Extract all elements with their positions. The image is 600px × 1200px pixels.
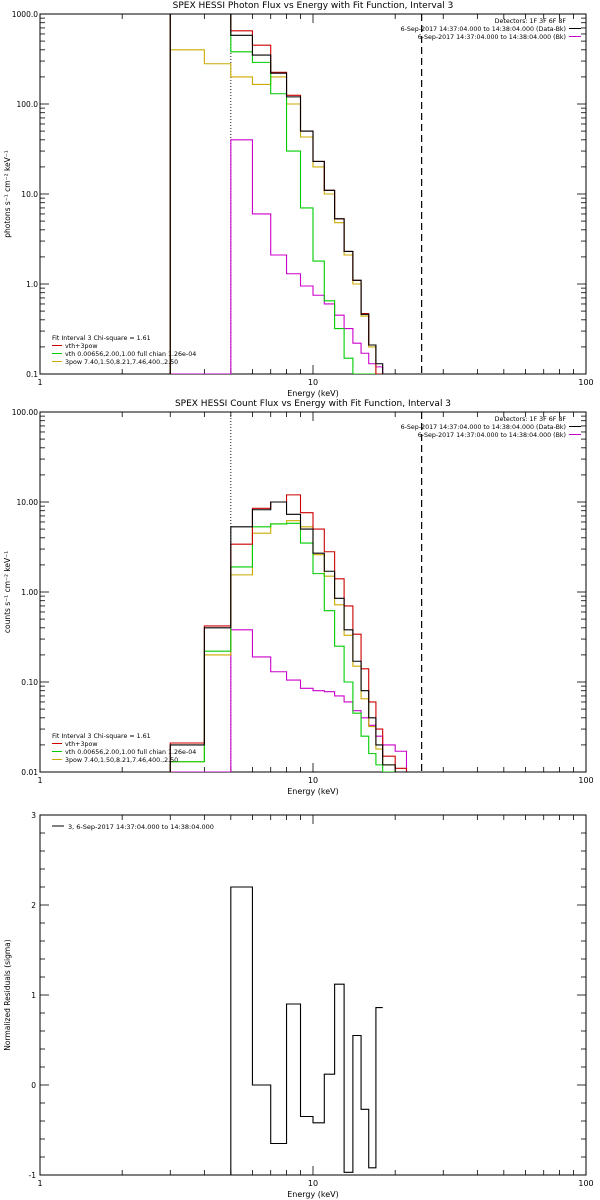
series-group (230, 886, 383, 1175)
legend-entry: vth 0.00656,2.00,1.00 full chian 1.26e-0… (65, 749, 196, 756)
legend-entry: 3pow 7.40,1.50,8.21,7.46,400.,2.50 (65, 359, 178, 366)
y-tick-label: 2 (31, 901, 36, 910)
x-tick-label: 100 (578, 1179, 593, 1188)
legend-entry: 6-Sep-2017 14:37:04.000 to 14:38:04.000 … (401, 26, 566, 33)
series-group (169, 14, 422, 374)
series-data-line (169, 501, 422, 772)
y-tick-label: 1 (31, 991, 36, 1000)
x-axis-label: Energy (keV) (287, 389, 339, 398)
legend-entry: 3, 6-Sep-2017 14:37:04.000 to 14:38:04.0… (68, 823, 214, 831)
y-tick-label: -1 (29, 1171, 37, 1180)
series-vth-line (169, 522, 422, 772)
plot-frame (39, 13, 587, 375)
legend-entry: 6-Sep-2017 14:37:04.000 to 14:38:04.000 … (418, 34, 566, 41)
legend-entry: Detectors: 1F 3F 6F 8F (495, 416, 567, 423)
x-tick-label: 10 (308, 378, 318, 387)
legend-entry: Detectors: 1F 3F 6F 8F (495, 18, 567, 25)
plot-frame (39, 411, 587, 773)
x-tick-label: 100 (578, 378, 593, 387)
y-tick-label: 1.0 (26, 280, 38, 289)
y-tick-label: 1.00 (21, 588, 38, 597)
x-axis-label: Energy (keV) (287, 1190, 339, 1199)
series-total-line (169, 14, 422, 374)
y-tick-label: 3 (31, 811, 36, 820)
y-tick-label: 10.00 (17, 498, 39, 507)
legend-entry: vth 0.00656,2.00,1.00 full chian 1.26e-0… (65, 351, 196, 358)
chart-title: SPEX HESSI Photon Flux vs Energy with Fi… (173, 1, 454, 11)
legend-entry: 6-Sep-2017 14:37:04.000 to 14:38:04.000 … (418, 432, 566, 439)
chart-panel-3: 1 10 100 Energy (keV) -1 0 1 2 3 Normalized Resid… (3, 811, 594, 1199)
x-tick-label: 1 (37, 776, 42, 785)
y-axis: -1 0 1 2 3 Normalized Residuals (sigma) (3, 811, 586, 1180)
x-tick-label: 1 (37, 378, 42, 387)
chart-title: SPEX HESSI Count Flux vs Energy with Fit… (175, 399, 451, 409)
y-axis: 0.1 1.0 10.0 100.0 1000.0 photons s⁻¹ cm⁻² ke… (3, 10, 586, 379)
y-axis: 0.01 0.10 1.00 10.00 100.00 counts s⁻¹ cm⁻² k… (3, 408, 586, 777)
y-axis-label: photons s⁻¹ cm⁻² keV⁻¹ (3, 150, 12, 238)
y-tick-label: 0 (31, 1081, 36, 1090)
chart-panel-1: SPEX HESSI Photon Flux vs Energy with Fi… (3, 1, 594, 398)
y-tick-label: 100.00 (12, 408, 38, 417)
series-total-line (169, 494, 422, 772)
x-tick-label: 10 (308, 776, 318, 785)
legend-entry: Fit Interval 3 Chi-square = 1.61 (52, 335, 151, 342)
y-tick-label: 0.1 (26, 370, 38, 379)
series-pow-line (169, 520, 422, 772)
y-tick-label: 10.0 (21, 190, 38, 199)
legend-entry: 3pow 7.40,1.50,8.21,7.46,400.,2.50 (65, 757, 178, 764)
y-tick-label: 100.0 (17, 100, 39, 109)
y-axis-label: Normalized Residuals (sigma) (3, 939, 12, 1050)
series-group (169, 494, 422, 772)
y-tick-label: 0.10 (21, 678, 38, 687)
x-axis-label: Energy (keV) (287, 787, 339, 796)
legend-entry: vth+3pow (65, 741, 97, 748)
x-tick-label: 10 (308, 1179, 318, 1188)
y-tick-label: 1000.0 (12, 10, 38, 19)
x-axis: 1 10 100 Energy (keV) (37, 815, 594, 1199)
chart-panel-2: SPEX HESSI Count Flux vs Energy with Fit… (3, 399, 594, 796)
y-axis-label: counts s⁻¹ cm⁻² keV⁻¹ (3, 551, 12, 633)
series-bk-line (170, 139, 422, 374)
legend-entry: Fit Interval 3 Chi-square = 1.61 (52, 733, 151, 740)
series-pow-line (169, 49, 422, 374)
series-vth-line (169, 14, 422, 374)
series-data-line (169, 14, 422, 374)
legend-entry: 6-Sep-2017 14:37:04.000 to 14:38:04.000 … (401, 424, 566, 431)
x-tick-label: 100 (578, 776, 593, 785)
y-tick-label: 0.01 (21, 768, 38, 777)
x-tick-label: 1 (37, 1179, 42, 1188)
series-data-line (230, 886, 383, 1175)
legend-entry: vth+3pow (65, 343, 97, 350)
